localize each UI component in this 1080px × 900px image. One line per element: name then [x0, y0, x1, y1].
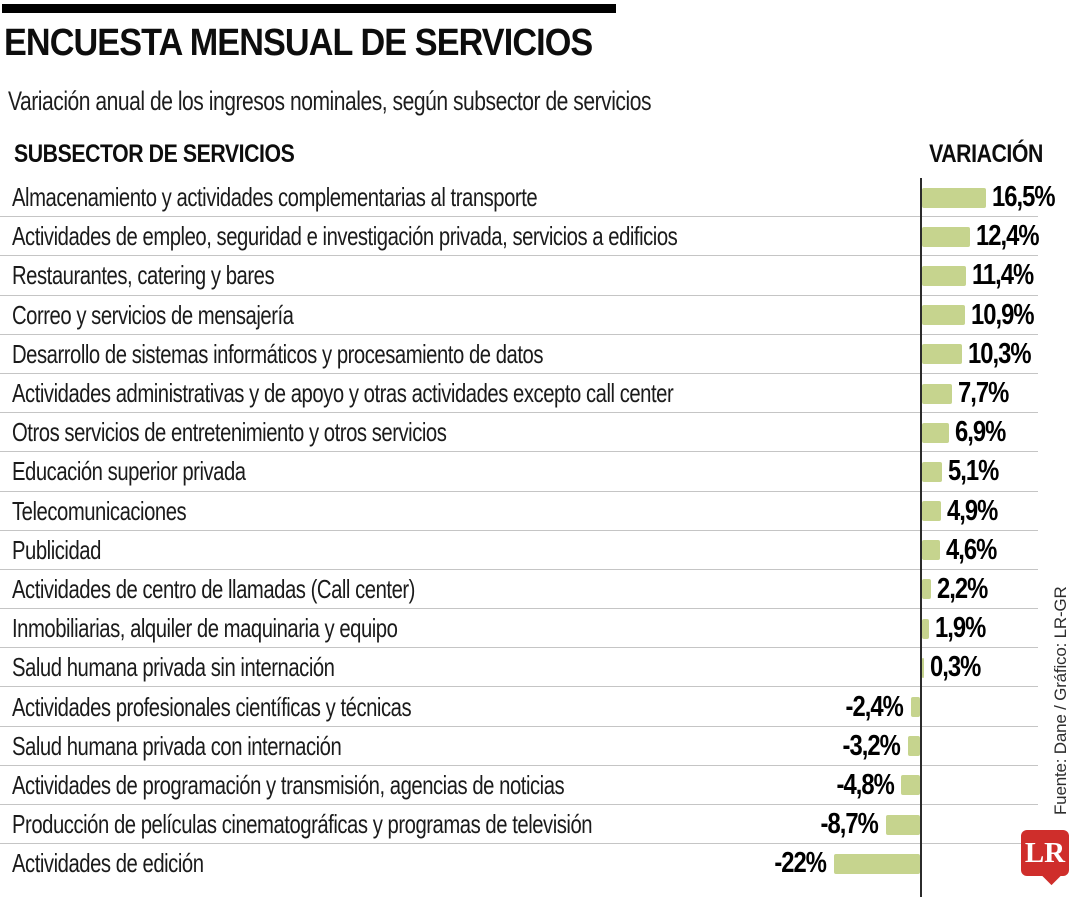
value-label: 11,4%: [972, 259, 1034, 292]
value-label: 2,2%: [936, 572, 988, 605]
value-bar: [922, 383, 953, 404]
table-row: Otros servicios de entretenimiento y otr…: [0, 413, 1080, 453]
value-label: -4,8%: [836, 768, 894, 801]
subsector-label: Actividades administrativas y de apoyo y…: [12, 378, 674, 409]
subsector-label: Restaurantes, catering y bares: [12, 260, 275, 291]
subsector-label: Actividades de programación y transmisió…: [12, 769, 565, 800]
value-bar: [922, 501, 942, 522]
table-row: Actividades de edición -22%: [0, 844, 1080, 883]
table-row: Educación superior privada 5,1%: [0, 452, 1080, 492]
value-bar: [886, 814, 920, 835]
value-bar: [922, 461, 942, 482]
column-headers: SUBSECTOR DE SERVICIOS VARIACIÓN: [0, 140, 1080, 174]
zero-axis-line: [920, 178, 922, 897]
subsector-label: Almacenamiento y actividades complementa…: [12, 182, 538, 213]
table-row: Almacenamiento y actividades complementa…: [0, 178, 1080, 218]
subsector-label: Inmobiliarias, alquiler de maquinaria y …: [12, 613, 398, 644]
source-credit: Fuente: Dane / Gráfico: LR-GR: [1051, 586, 1070, 816]
value-bar: [922, 422, 949, 443]
subsector-label: Publicidad: [12, 534, 101, 565]
table-row: Actividades de empleo, seguridad e inves…: [0, 217, 1080, 257]
subsector-label: Actividades de centro de llamadas (Call …: [12, 573, 415, 604]
value-label: 12,4%: [976, 220, 1039, 253]
subsector-label: Correo y servicios de mensajería: [12, 299, 294, 330]
value-bar: [834, 853, 920, 874]
table-row: Inmobiliarias, alquiler de maquinaria y …: [0, 609, 1080, 649]
value-bar: [922, 579, 931, 600]
subsector-label: Producción de películas cinematográficas…: [12, 809, 593, 840]
subsector-label: Actividades de empleo, seguridad e inves…: [12, 221, 678, 252]
value-label: 4,6%: [945, 533, 997, 566]
column-header-subsector: SUBSECTOR DE SERVICIOS: [14, 140, 295, 168]
value-label: 7,7%: [958, 377, 1009, 410]
value-label: -2,4%: [845, 690, 903, 723]
value-bar: [922, 305, 965, 326]
subsector-label: Actividades de edición: [12, 848, 204, 879]
subsector-label: Actividades profesionales científicas y …: [12, 691, 412, 722]
value-label: -3,2%: [842, 729, 900, 762]
table-row: Actividades profesionales científicas y …: [0, 687, 1080, 727]
table-row: Publicidad 4,6%: [0, 531, 1080, 571]
table-row: Correo y servicios de mensajería 10,9%: [0, 296, 1080, 335]
value-bar: [922, 618, 930, 639]
table-row: Actividades de programación y transmisió…: [0, 766, 1080, 806]
subsector-label: Educación superior privada: [12, 456, 246, 487]
table-row: Telecomunicaciones 4,9%: [0, 492, 1080, 531]
table-row: Actividades administrativas y de apoyo y…: [0, 374, 1080, 414]
lr-logo: LR: [1021, 830, 1069, 876]
value-label: 10,9%: [970, 298, 1034, 331]
subsector-label: Salud humana privada con internación: [12, 730, 342, 761]
bar-chart: Almacenamiento y actividades complementa…: [0, 178, 1080, 898]
table-row: Salud humana privada sin internación 0,3%: [0, 648, 1080, 688]
value-bar: [907, 736, 920, 757]
table-row: Desarrollo de sistemas informáticos y pr…: [0, 335, 1080, 375]
table-row: Restaurantes, catering y bares 11,4%: [0, 256, 1080, 296]
table-row: Actividades de centro de llamadas (Call …: [0, 570, 1080, 610]
table-row: Producción de películas cinematográficas…: [0, 805, 1080, 845]
subsector-label: Salud humana privada sin internación: [12, 652, 335, 683]
subsector-label: Otros servicios de entretenimiento y otr…: [12, 417, 447, 448]
value-label: -22%: [774, 847, 828, 880]
value-label: 10,3%: [968, 337, 1031, 370]
top-accent-bar: [2, 4, 616, 13]
value-label: 16,5%: [992, 181, 1055, 214]
column-header-variacion: VARIACIÓN: [929, 140, 1043, 168]
subsector-label: Desarrollo de sistemas informáticos y pr…: [12, 338, 543, 369]
value-bar: [922, 344, 963, 365]
value-label: 1,9%: [935, 612, 986, 645]
value-bar: [901, 775, 920, 796]
value-bar: [922, 226, 971, 247]
table-row: Salud humana privada con internación -3,2…: [0, 727, 1080, 767]
subsector-label: Telecomunicaciones: [12, 495, 187, 526]
value-bar: [922, 187, 987, 208]
page-title: ENCUESTA MENSUAL DE SERVICIOS: [4, 22, 593, 64]
value-label: 4,9%: [947, 494, 998, 527]
value-label: 6,9%: [954, 416, 1006, 449]
chart-subtitle: Variación anual de los ingresos nominale…: [8, 86, 652, 116]
value-bar: [910, 697, 920, 718]
value-bar: [922, 657, 924, 678]
value-label: -8,7%: [820, 808, 879, 841]
value-label: 0,3%: [929, 651, 981, 684]
value-bar: [922, 265, 967, 286]
table-rows: Almacenamiento y actividades complementa…: [0, 178, 1080, 883]
value-bar: [922, 540, 940, 561]
value-label: 5,1%: [947, 455, 999, 488]
